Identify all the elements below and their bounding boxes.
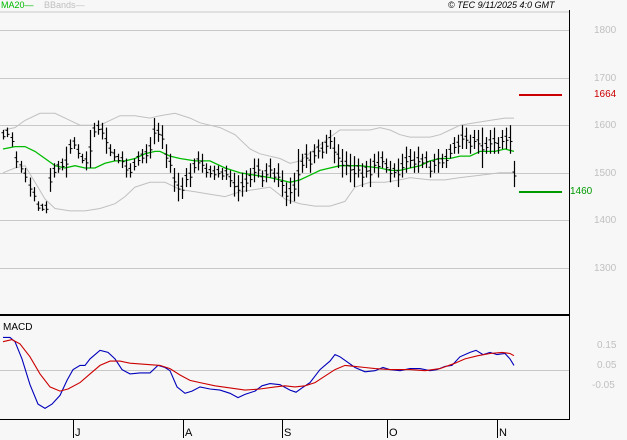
x-axis-month-label: A bbox=[185, 427, 193, 439]
price-axis-label: 1500 bbox=[594, 167, 617, 179]
support-resistance-levels bbox=[519, 94, 562, 193]
bollinger-bands bbox=[2, 112, 514, 212]
x-axis-month-label: N bbox=[499, 427, 507, 439]
price-axis-label: 1800 bbox=[594, 24, 617, 36]
price-axis-label: 1300 bbox=[594, 262, 617, 274]
price-gridlines bbox=[0, 11, 569, 269]
x-axis-month-label: S bbox=[284, 427, 292, 439]
x-axis-ticks bbox=[73, 420, 498, 438]
legend: MA20— BBands— bbox=[1, 0, 85, 11]
x-axis-month-label: O bbox=[389, 427, 398, 439]
legend-ma20-label: MA20 bbox=[1, 0, 25, 10]
resistance-label: 1664 bbox=[594, 89, 617, 100]
macd-axis-label: 0.05 bbox=[597, 360, 617, 371]
chart-frame bbox=[0, 10, 570, 420]
macd-title: MACD bbox=[3, 322, 33, 333]
price-bars bbox=[1, 118, 517, 214]
support-label: 1460 bbox=[570, 186, 593, 197]
legend-bbands-label: BBands bbox=[44, 0, 76, 10]
legend-ma20: MA20— bbox=[1, 0, 34, 10]
copyright-timestamp: © TEC 9/11/2025 4:0 GMT bbox=[448, 0, 555, 10]
legend-bbands: BBands— bbox=[44, 0, 85, 10]
macd-axis-label: 0.15 bbox=[597, 340, 617, 351]
macd-lines bbox=[2, 336, 515, 410]
price-axis-label: 1700 bbox=[594, 72, 617, 84]
price-axis-label: 1400 bbox=[594, 214, 617, 226]
price-axis-label: 1600 bbox=[594, 119, 617, 131]
x-axis-month-label: J bbox=[75, 427, 81, 439]
macd-axis-label: -0.05 bbox=[592, 380, 615, 391]
